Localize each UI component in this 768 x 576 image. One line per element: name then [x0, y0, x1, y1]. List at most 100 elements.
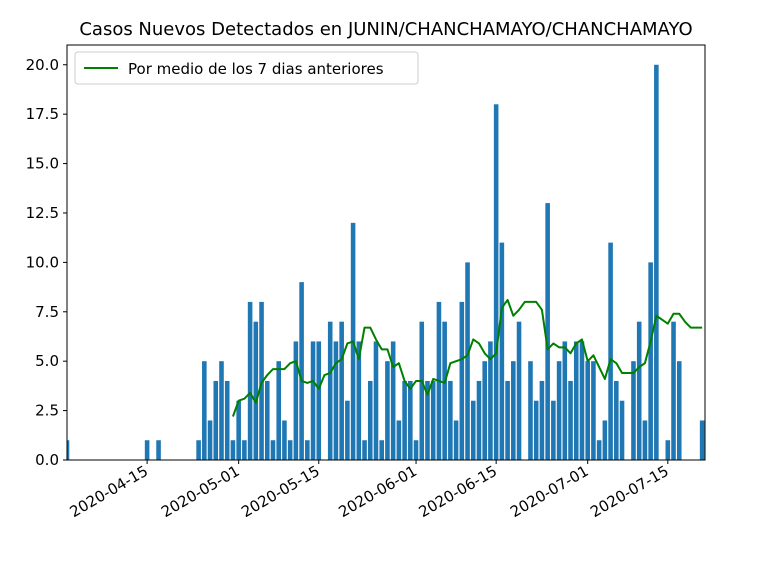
y-tick-label: 0.0 [35, 451, 59, 469]
bar [287, 440, 293, 460]
bar [533, 400, 539, 460]
bar [339, 321, 344, 460]
bar [413, 440, 419, 460]
bar [390, 341, 396, 460]
bar [379, 440, 384, 460]
bar [362, 440, 367, 460]
bar [676, 361, 682, 460]
bar [396, 420, 402, 460]
bar [253, 321, 259, 460]
bar [425, 380, 430, 460]
plot-frame [66, 44, 706, 461]
x-tick-label: 2020-07-01 [507, 462, 592, 521]
chart-title: Casos Nuevos Detectados en JUNIN/CHANCHA… [79, 19, 692, 40]
bar [636, 321, 642, 460]
bar [264, 380, 270, 460]
bar [465, 262, 470, 460]
bar [333, 341, 339, 460]
bar [648, 262, 653, 460]
bar [202, 361, 207, 460]
bar [573, 341, 579, 460]
bar [442, 321, 447, 460]
bar [545, 203, 550, 460]
bar [602, 420, 608, 460]
y-tick-label: 10.0 [26, 253, 59, 271]
bar [276, 361, 282, 460]
bar [305, 440, 310, 460]
x-tick-label: 2020-05-01 [158, 462, 243, 521]
bar [699, 420, 705, 460]
bar [476, 380, 482, 460]
y-tick-label: 7.5 [35, 303, 59, 321]
bar [144, 440, 150, 460]
bar [408, 380, 413, 460]
bar [430, 380, 436, 460]
bar [402, 380, 407, 460]
bar [631, 361, 636, 460]
bar [568, 380, 573, 460]
bar [207, 420, 213, 460]
moving-average-line [231, 298, 703, 417]
bar [385, 361, 390, 460]
x-tick-label: 2020-07-15 [587, 462, 672, 521]
bar [453, 420, 459, 460]
bar [671, 321, 676, 460]
bar [470, 400, 476, 460]
y-tick-label: 15.0 [26, 155, 59, 173]
bar [505, 380, 510, 460]
bar [259, 301, 264, 460]
bar [213, 380, 219, 460]
bar [224, 380, 230, 460]
bar [345, 400, 350, 460]
bar [488, 341, 493, 460]
x-tick-label: 2020-06-01 [336, 462, 421, 521]
x-tick-label: 2020-04-15 [67, 462, 152, 521]
bar [219, 361, 224, 460]
bar [367, 380, 373, 460]
legend: Por medio de los 7 dias anteriores [74, 51, 419, 85]
bar [608, 242, 613, 460]
bar [67, 440, 70, 460]
y-tick-label: 5.0 [35, 352, 59, 370]
bar [156, 440, 161, 460]
bar [419, 321, 425, 460]
legend-label: Por medio de los 7 dias anteriores [128, 60, 384, 78]
bar [551, 400, 556, 460]
y-tick-label: 20.0 [26, 56, 59, 74]
bar [373, 341, 379, 460]
bar [356, 341, 362, 460]
bar [310, 341, 316, 460]
bar [482, 361, 487, 460]
bar [242, 440, 247, 460]
bar [642, 420, 648, 460]
bar [247, 301, 253, 460]
bar [614, 380, 619, 460]
y-tick-label: 17.5 [26, 105, 59, 123]
line-layer [231, 298, 703, 417]
bar [316, 341, 322, 460]
bar [591, 361, 596, 460]
bar [448, 380, 453, 460]
bar [230, 440, 236, 460]
bar [499, 242, 505, 460]
bar [528, 361, 533, 460]
bar [511, 361, 516, 460]
bar [579, 341, 585, 460]
bar [562, 341, 568, 460]
bar [556, 361, 562, 460]
bar [236, 400, 241, 460]
bar [282, 420, 287, 460]
legend-box [74, 51, 419, 85]
bar [196, 440, 201, 460]
bar [459, 301, 465, 460]
y-tick-label: 2.5 [35, 402, 59, 420]
bar [654, 64, 659, 460]
bar [293, 341, 299, 460]
bar [299, 282, 304, 460]
y-tick-label: 12.5 [26, 204, 59, 222]
bar [270, 440, 276, 460]
bar [665, 440, 671, 460]
x-tick-label: 2020-06-15 [416, 462, 501, 521]
